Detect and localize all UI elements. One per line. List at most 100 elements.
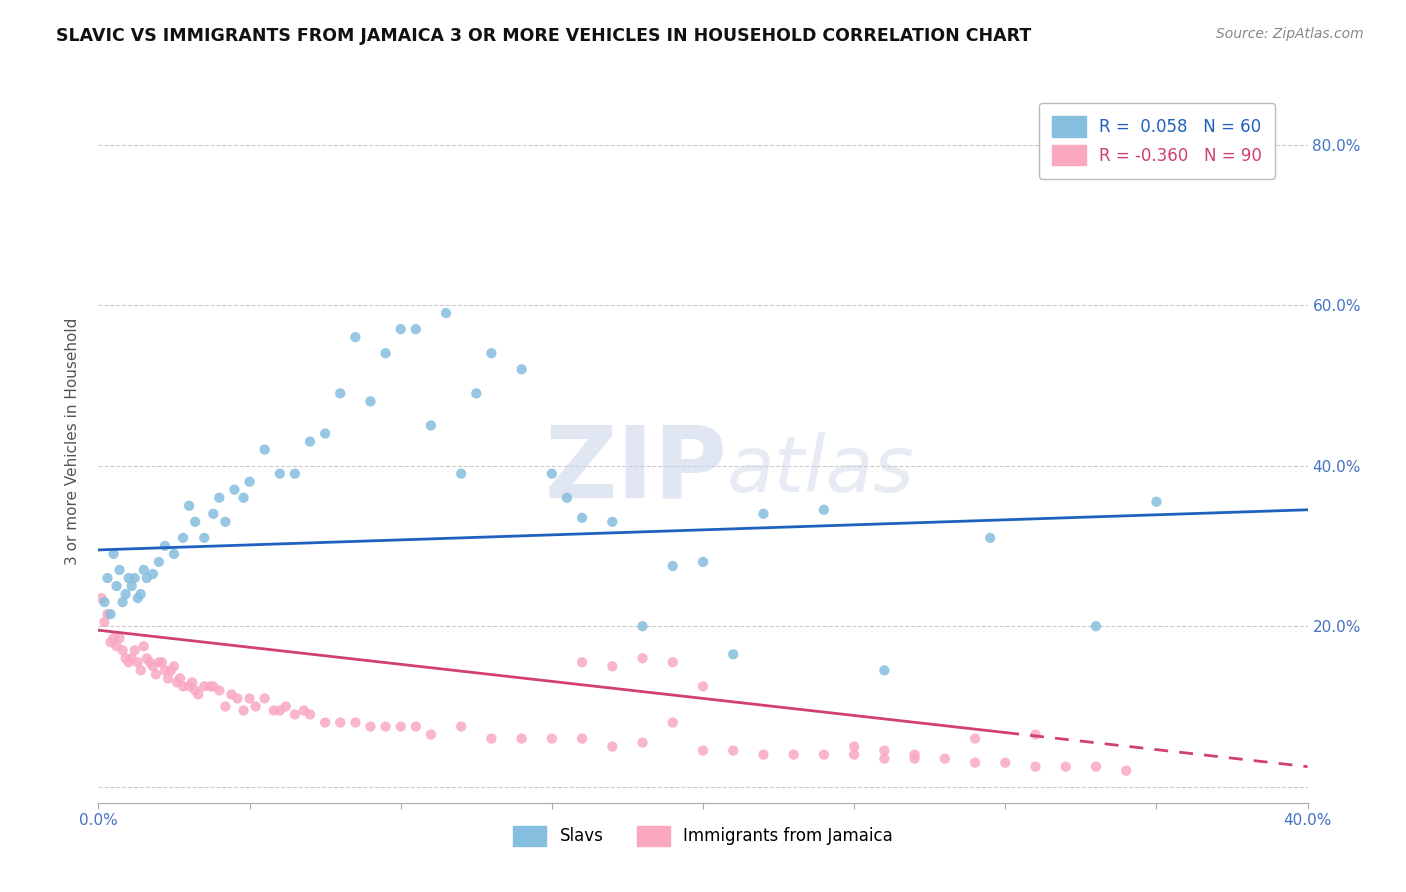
Point — [132, 639, 155, 653]
Point — [571, 655, 593, 669]
Point — [253, 691, 276, 706]
Point — [169, 671, 191, 685]
Point — [139, 655, 162, 669]
Point — [127, 591, 149, 606]
Point — [465, 386, 488, 401]
Point — [1115, 764, 1137, 778]
Point — [224, 483, 246, 497]
Point — [105, 579, 128, 593]
Point — [481, 731, 503, 746]
Point — [208, 683, 231, 698]
Point — [118, 655, 141, 669]
Point — [292, 703, 315, 717]
Point — [602, 739, 624, 754]
Point — [193, 531, 215, 545]
Point — [226, 691, 249, 706]
Point — [274, 699, 297, 714]
Point — [723, 648, 745, 662]
Point — [1054, 760, 1077, 774]
Point — [692, 744, 714, 758]
Point — [692, 555, 714, 569]
Point — [405, 719, 427, 733]
Point — [510, 731, 533, 746]
Point — [571, 731, 593, 746]
Point — [121, 651, 143, 665]
Point — [156, 671, 179, 685]
Point — [129, 664, 152, 678]
Point — [108, 632, 131, 646]
Point — [555, 491, 578, 505]
Point — [239, 475, 262, 489]
Point — [450, 467, 472, 481]
Point — [994, 756, 1017, 770]
Point — [200, 680, 222, 694]
Point — [631, 735, 654, 749]
Point — [127, 655, 149, 669]
Point — [1024, 760, 1046, 774]
Point — [1085, 619, 1108, 633]
Point — [420, 418, 443, 433]
Point — [1024, 728, 1046, 742]
Point — [214, 515, 236, 529]
Point — [314, 715, 336, 730]
Point — [245, 699, 267, 714]
Point — [661, 558, 683, 573]
Point — [284, 707, 307, 722]
Point — [96, 571, 118, 585]
Point — [108, 563, 131, 577]
Point — [783, 747, 806, 762]
Point — [111, 643, 134, 657]
Text: atlas: atlas — [727, 433, 915, 508]
Point — [374, 346, 396, 360]
Point — [179, 499, 201, 513]
Point — [965, 731, 987, 746]
Point — [124, 571, 146, 585]
Point — [269, 703, 291, 717]
Point — [284, 467, 307, 481]
Point — [389, 719, 412, 733]
Legend: Slavs, Immigrants from Jamaica: Slavs, Immigrants from Jamaica — [499, 813, 907, 860]
Point — [179, 680, 201, 694]
Point — [752, 747, 775, 762]
Point — [202, 507, 225, 521]
Point — [904, 747, 927, 762]
Point — [631, 651, 654, 665]
Point — [214, 699, 236, 714]
Point — [1144, 494, 1167, 508]
Point — [374, 719, 396, 733]
Point — [150, 655, 173, 669]
Point — [692, 680, 714, 694]
Point — [100, 635, 122, 649]
Point — [142, 567, 165, 582]
Point — [166, 675, 188, 690]
Point — [202, 680, 225, 694]
Point — [1085, 760, 1108, 774]
Point — [187, 687, 209, 701]
Point — [299, 707, 322, 722]
Point — [631, 619, 654, 633]
Point — [184, 683, 207, 698]
Point — [96, 607, 118, 621]
Point — [314, 426, 336, 441]
Text: Source: ZipAtlas.com: Source: ZipAtlas.com — [1216, 27, 1364, 41]
Point — [103, 547, 125, 561]
Point — [344, 715, 367, 730]
Point — [329, 715, 352, 730]
Point — [132, 563, 155, 577]
Point — [434, 306, 457, 320]
Point — [114, 587, 136, 601]
Point — [93, 595, 115, 609]
Point — [360, 394, 382, 409]
Point — [844, 739, 866, 754]
Point — [172, 531, 194, 545]
Point — [232, 491, 254, 505]
Point — [129, 587, 152, 601]
Point — [269, 467, 291, 481]
Point — [813, 502, 835, 516]
Point — [873, 664, 896, 678]
Point — [844, 747, 866, 762]
Point — [752, 507, 775, 521]
Point — [181, 675, 204, 690]
Point — [232, 703, 254, 717]
Point — [114, 651, 136, 665]
